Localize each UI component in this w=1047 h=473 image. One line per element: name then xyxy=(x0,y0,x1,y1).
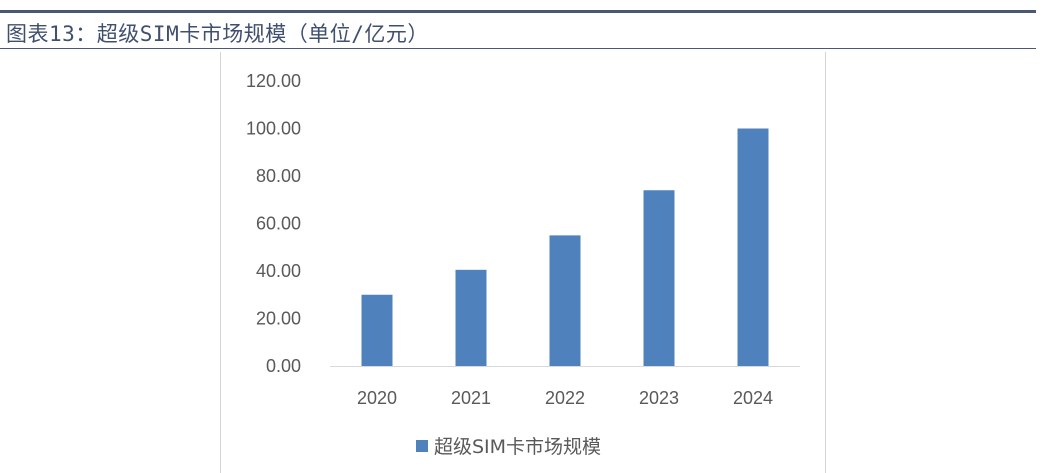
x-tick-label: 2020 xyxy=(357,388,397,408)
y-tick-label: 80.00 xyxy=(256,166,301,186)
chart-frame xyxy=(220,52,826,473)
bar xyxy=(455,269,487,366)
y-tick-label: 20.00 xyxy=(256,309,301,329)
y-tick-label: 0.00 xyxy=(266,356,301,376)
x-tick-label: 2024 xyxy=(733,388,773,408)
y-tick-label: 40.00 xyxy=(256,261,301,281)
y-tick-label: 100.00 xyxy=(246,119,301,139)
bar xyxy=(361,294,393,366)
x-tick-label: 2022 xyxy=(545,388,585,408)
caption-rule xyxy=(0,48,1036,49)
bar xyxy=(737,128,769,366)
top-rule xyxy=(0,10,1036,13)
y-tick-label: 120.00 xyxy=(246,71,301,91)
legend-swatch xyxy=(416,440,428,452)
y-tick-label: 60.00 xyxy=(256,214,301,234)
figure-caption: 图表13：超级SIM卡市场规模（单位/亿元） xyxy=(6,22,429,46)
bar xyxy=(643,190,675,366)
x-tick-label: 2021 xyxy=(451,388,491,408)
bar xyxy=(549,235,581,366)
legend-label: 超级SIM卡市场规模 xyxy=(434,436,601,458)
x-tick-label: 2023 xyxy=(639,388,679,408)
